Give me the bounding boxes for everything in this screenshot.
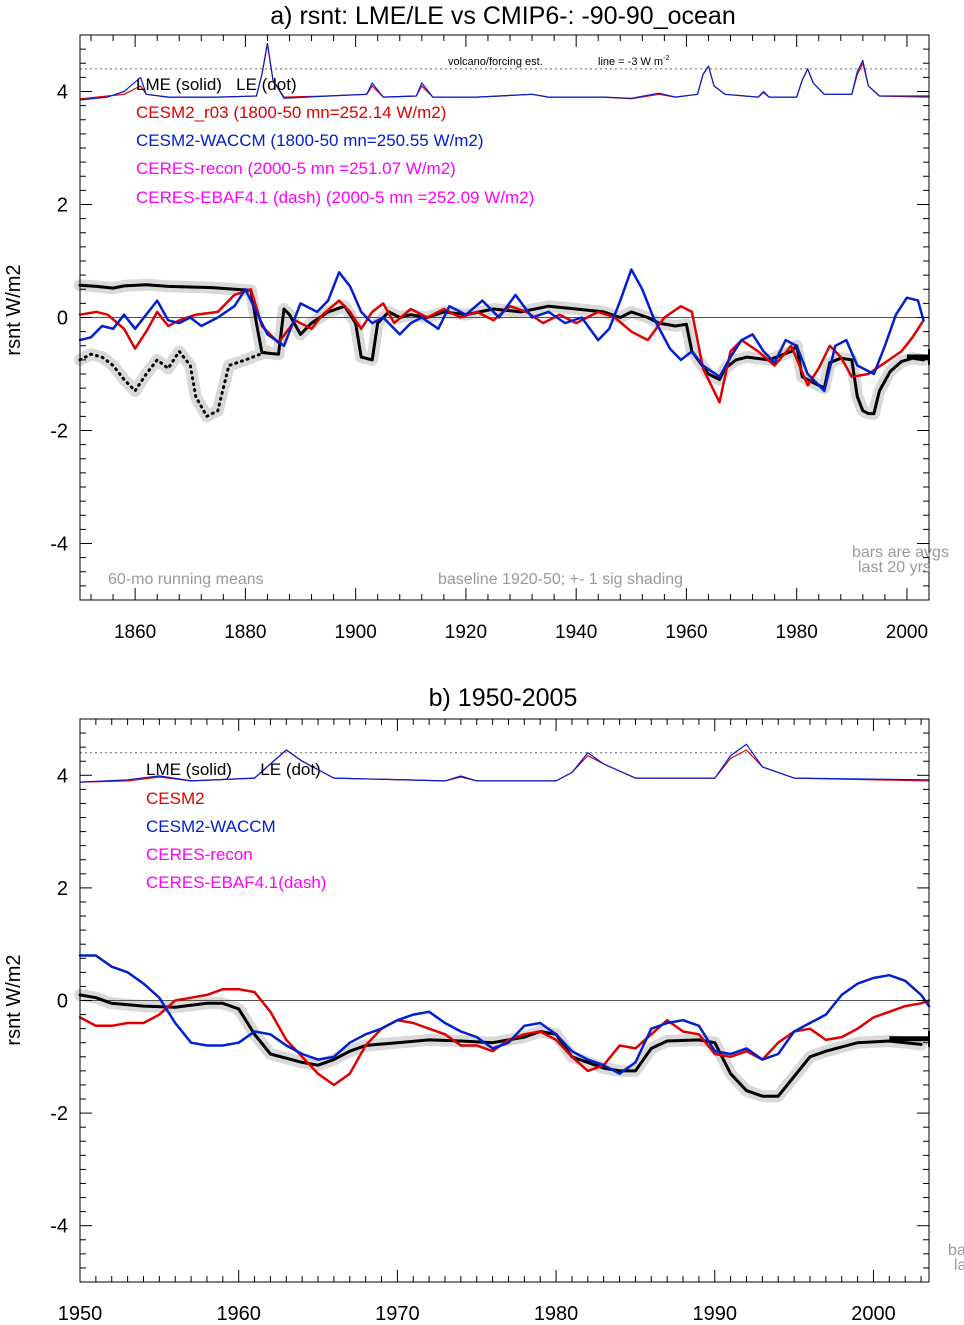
series-line-waccm <box>78 954 931 1075</box>
series-line-waccm_forc <box>79 743 930 783</box>
baseline-note: baseline 1920-50; +- 1 sig shading <box>438 571 683 588</box>
y-tick-label: 0 <box>57 308 68 330</box>
panel-a-axes: 1860 1880 1900 1920 1940 1960 1980 2000 4 2 0 -2 -4 <box>50 34 930 643</box>
volcano-note: volcano/forcing est. <box>448 56 543 68</box>
legend-a-ceres-recon: CERES-recon (2000-5 mn =251.07 W/m2) <box>136 159 456 178</box>
y-tick-label: 4 <box>57 82 68 104</box>
x-tick-label: 2000 <box>851 1303 896 1325</box>
panel-b-plot <box>74 743 931 1103</box>
panel-b: b) 1950-2005 rsnt W/m2 1950 1960 1970 1980 1… <box>3 684 964 1325</box>
panel-a-ylabel: rsnt W/m2 <box>3 264 25 355</box>
legend-a-ceres-ebaf: CERES-EBAF4.1 (dash) (2000-5 mn =252.09 … <box>136 188 534 207</box>
panel-b-ylabel: rsnt W/m2 <box>3 954 25 1045</box>
legend-b-cesm2: CESM2 <box>146 789 205 808</box>
series-line-waccm <box>78 268 925 393</box>
legend-b-ceres-ebaf: CERES-EBAF4.1(dash) <box>146 873 326 892</box>
legend-b-waccm: CESM2-WACCM <box>146 817 276 836</box>
bars-note-line1: bars are avgs <box>852 544 949 561</box>
legend-b-lme-le: LME (solid) LE (dot) <box>146 760 321 779</box>
x-tick-label: 1950 <box>58 1303 103 1325</box>
y-tick-label: -4 <box>50 534 68 556</box>
bars-note-line2: last 20 yrs <box>858 559 931 576</box>
series-line-waccm_forc <box>79 42 930 101</box>
bars-note-b-line1: ba <box>948 1242 964 1259</box>
y-tick-label: -2 <box>50 421 68 443</box>
x-tick-label: 1900 <box>335 622 377 643</box>
x-tick-label: 1860 <box>114 622 156 643</box>
shading-band-le <box>74 345 274 423</box>
y-tick-label: 0 <box>57 991 68 1013</box>
x-tick-label: 1960 <box>216 1303 261 1325</box>
x-tick-label: 1980 <box>534 1303 579 1325</box>
x-tick-label: 1880 <box>224 622 266 643</box>
legend-a-cesm2: CESM2_r03 (1800-50 mn=252.14 W/m2) <box>136 103 446 122</box>
y-tick-label: -4 <box>50 1216 68 1238</box>
y-tick-label: -2 <box>50 1103 68 1125</box>
legend-a-lme-le: LME (solid) LE (dot) <box>136 75 297 94</box>
panel-a: a) rsnt: LME/LE vs CMIP6-: -90-90_ocean … <box>3 2 949 643</box>
x-tick-label: 1970 <box>375 1303 420 1325</box>
x-tick-label: 1940 <box>555 622 597 643</box>
x-tick-label: 2000 <box>886 622 928 643</box>
line-note: line = -3 W m-2 <box>598 55 669 68</box>
y-tick-label: 2 <box>57 195 68 217</box>
panel-a-title: a) rsnt: LME/LE vs CMIP6-: -90-90_ocean <box>270 2 735 30</box>
bars-note-b-line2: la <box>954 1257 964 1274</box>
y-tick-label: 4 <box>57 765 68 787</box>
running-mean-note: 60-mo running means <box>108 571 264 588</box>
legend-a-waccm: CESM2-WACCM (1800-50 mn=250.55 W/m2) <box>136 131 484 150</box>
legend-b-ceres-recon: CERES-recon <box>146 845 253 864</box>
x-tick-label: 1960 <box>665 622 707 643</box>
panel-b-axes: 1950 1960 1970 1980 1990 2000 4 2 0 -2 -4 <box>50 718 929 1325</box>
series-line-cesm2 <box>78 288 925 404</box>
panel-b-title: b) 1950-2005 <box>429 684 578 712</box>
y-tick-label: 2 <box>57 878 68 900</box>
panel-a-plot <box>74 42 930 423</box>
x-tick-label: 1920 <box>445 622 487 643</box>
x-tick-label: 1980 <box>776 622 818 643</box>
x-tick-label: 1990 <box>693 1303 738 1325</box>
series-line-lme <box>78 283 925 416</box>
